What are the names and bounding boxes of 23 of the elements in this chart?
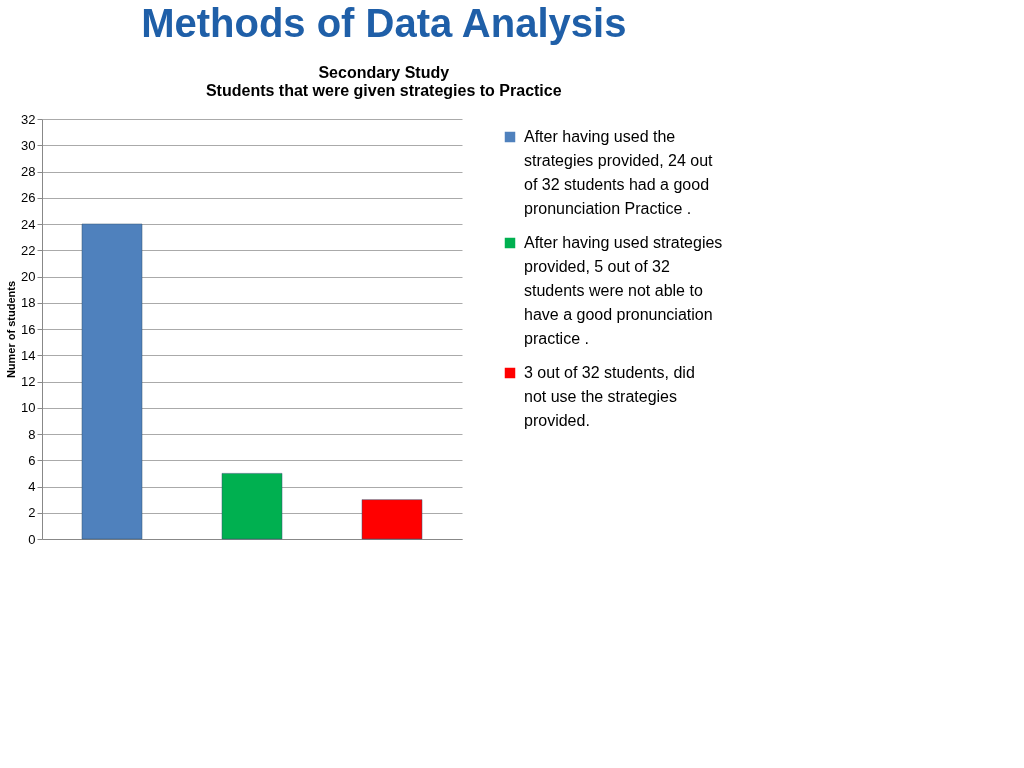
legend-label: 3 out of 32 students, did not use the strategies provided.: [524, 364, 695, 429]
y-tick-label: 2: [28, 505, 36, 521]
y-axis-title: Numer of students: [5, 280, 18, 379]
legend-label: After having used the strategies provided, 24 out of 32 students had a good pronunciation Practice .: [524, 128, 714, 217]
y-tick-label: 10: [21, 400, 36, 416]
y-tick-label: 24: [21, 216, 36, 232]
y-tick-label: 8: [28, 426, 36, 442]
y-tick-label: 14: [21, 347, 36, 363]
y-tick-label: 30: [21, 137, 36, 153]
y-tick-label: 6: [28, 452, 36, 468]
y-tick-label: 32: [21, 111, 36, 127]
legend-label: After having used strategies provided, 5 out of 32 students were not able to have a good pronunciation practice .: [524, 234, 723, 347]
y-tick-label: 4: [28, 479, 36, 494]
chart-subtitle: Secondary Study Students that were given strategies to Practice: [205, 64, 562, 99]
y-tick-label: 22: [21, 242, 36, 258]
y-tick-label: 12: [21, 374, 36, 389]
y-tick-label: 0: [28, 531, 36, 547]
y-tick-label: 18: [21, 295, 36, 311]
chart-title: Methods of Data Analysis: [141, 1, 627, 45]
y-tick-label: 16: [21, 321, 36, 337]
y-tick-label: 20: [21, 269, 36, 284]
y-tick-label: 26: [21, 190, 36, 206]
y-tick-label: 28: [21, 164, 36, 179]
